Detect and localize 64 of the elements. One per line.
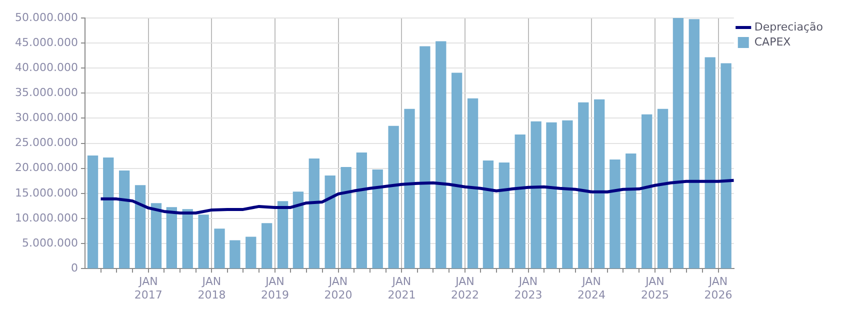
bar xyxy=(436,41,446,268)
bar xyxy=(657,108,668,268)
bar xyxy=(498,162,510,268)
y-tick-label: 10.000.000 xyxy=(14,211,78,224)
x-tick-label: JAN 2025 xyxy=(640,275,669,302)
bar xyxy=(672,18,684,268)
bar xyxy=(388,126,399,268)
bar xyxy=(87,156,98,268)
y-tick-label: 50.000.000 xyxy=(14,10,78,24)
y-tick-label: 30.000.000 xyxy=(14,111,78,124)
bar xyxy=(704,57,716,268)
x-tick-label: JAN 2024 xyxy=(578,275,606,302)
bar xyxy=(166,207,177,268)
x-tick-label: JAN 2026 xyxy=(704,275,732,302)
bar xyxy=(308,158,320,268)
bar xyxy=(420,46,430,268)
y-tick-label: 5.000.000 xyxy=(22,236,78,250)
bar xyxy=(292,192,304,268)
bar xyxy=(720,63,732,268)
bar xyxy=(642,114,652,268)
bar xyxy=(594,99,605,268)
y-tick-label: 0 xyxy=(70,261,78,274)
y-tick-label: 20.000.000 xyxy=(14,161,78,174)
y-tick-label: 40.000.000 xyxy=(14,60,78,74)
x-tick-label: JAN 2023 xyxy=(514,275,542,302)
y-tick-label: 35.000.000 xyxy=(14,86,78,100)
bar xyxy=(150,203,162,268)
x-tick-label: JAN 2018 xyxy=(198,275,226,302)
bar xyxy=(688,19,700,268)
x-tick-label: JAN 2022 xyxy=(450,275,479,302)
bar xyxy=(340,167,352,268)
x-tick-label: JAN 2019 xyxy=(260,275,289,302)
bar xyxy=(277,201,288,268)
bar xyxy=(482,160,494,268)
legend-label: Depreciação xyxy=(754,20,824,34)
bar xyxy=(578,102,589,268)
y-tick-label: 25.000.000 xyxy=(14,136,78,150)
bar xyxy=(324,176,336,268)
bar xyxy=(610,160,620,268)
y-tick-label: 45.000.000 xyxy=(14,36,78,49)
bar xyxy=(562,120,573,268)
legend-label: CAPEX xyxy=(754,35,792,48)
bar xyxy=(103,158,114,268)
bar xyxy=(214,228,225,268)
x-tick-label: JAN 2020 xyxy=(324,275,352,302)
bar xyxy=(182,209,193,268)
bar xyxy=(119,170,130,268)
bar xyxy=(467,98,478,268)
bar xyxy=(356,152,367,268)
bar xyxy=(262,223,272,268)
bar xyxy=(530,121,542,268)
bar xyxy=(404,108,415,268)
y-tick-label: 15.000.000 xyxy=(14,186,78,200)
x-tick-label: JAN 2021 xyxy=(388,275,416,302)
bar xyxy=(230,240,240,268)
bar xyxy=(372,170,383,268)
bar xyxy=(246,236,256,268)
bar xyxy=(198,214,209,268)
bar xyxy=(452,72,462,268)
bar xyxy=(626,153,636,268)
bar xyxy=(514,134,526,268)
x-tick-label: JAN 2017 xyxy=(134,275,162,302)
bar xyxy=(134,185,146,268)
bar xyxy=(546,122,557,268)
